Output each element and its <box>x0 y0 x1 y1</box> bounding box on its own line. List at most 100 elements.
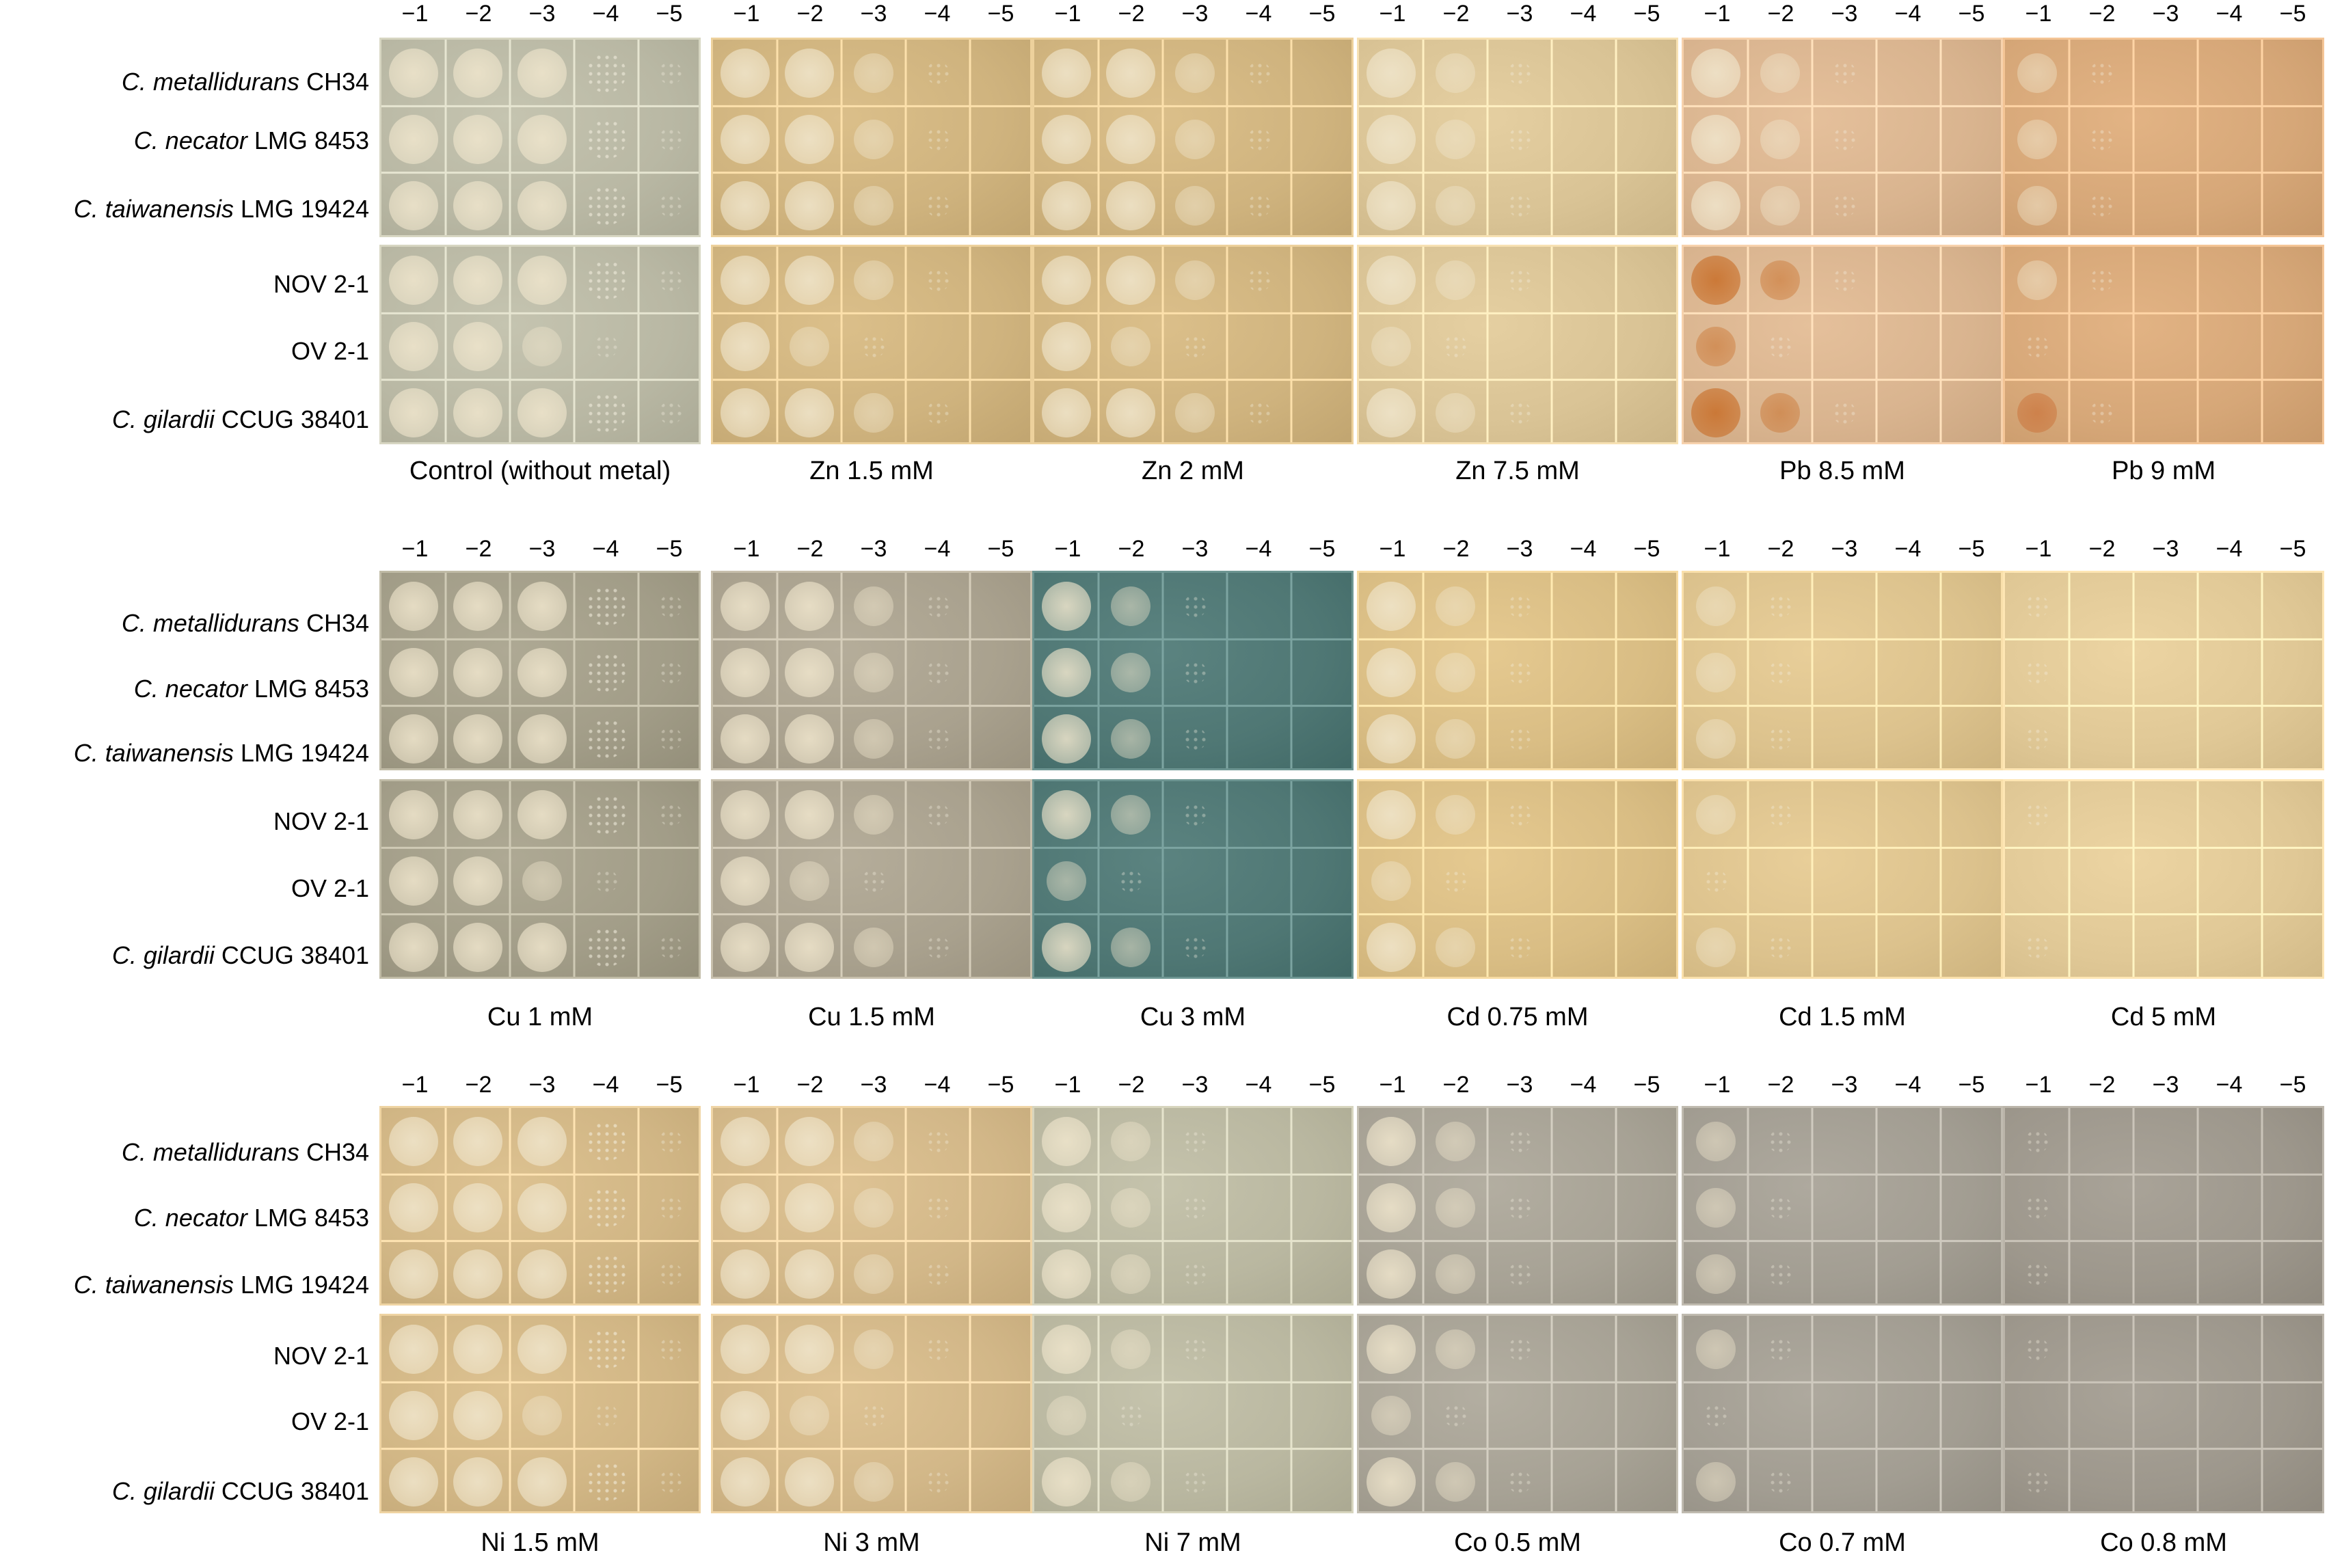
dilution-label: −1 <box>1704 536 1731 562</box>
plate-grid <box>713 1316 1030 1511</box>
agar-plate <box>1357 571 1678 770</box>
agar-plate <box>711 1106 1032 1306</box>
plate-grid <box>2005 1108 2322 1303</box>
bacterial-spot <box>1111 586 1150 626</box>
bacterial-spot <box>389 923 438 973</box>
bacterial-spot <box>453 714 502 764</box>
bacterial-spot <box>1833 61 1856 85</box>
bacterial-spot <box>1367 1324 1416 1374</box>
plate-grid <box>713 781 1030 977</box>
bacterial-spot <box>1508 128 1531 151</box>
bacterial-spot <box>1768 727 1792 751</box>
agar-plate <box>1032 1314 1354 1513</box>
bacterial-spot <box>453 1457 502 1507</box>
strain-label: C. metallidurans CH34 <box>121 68 369 96</box>
agar-plate <box>379 571 701 770</box>
bacterial-spot <box>1367 923 1416 973</box>
plate-grid <box>1684 1108 2001 1303</box>
strain-label: C. metallidurans CH34 <box>121 609 369 637</box>
bacterial-spot <box>1508 61 1531 85</box>
bacterial-spot <box>659 802 682 826</box>
bacterial-spot <box>785 581 834 631</box>
dilution-label: −1 <box>2025 536 2052 562</box>
bacterial-spot <box>389 1324 438 1374</box>
bacterial-spot <box>1371 1396 1411 1435</box>
bacterial-spot <box>1367 1116 1416 1166</box>
bacterial-spot <box>1691 48 1740 98</box>
bacterial-spot <box>517 1324 567 1374</box>
bacterial-spot <box>1696 327 1736 366</box>
bacterial-spot <box>1760 393 1800 433</box>
bacterial-spot <box>1111 1188 1150 1228</box>
bacterial-spot <box>1106 181 1155 231</box>
bacterial-spot <box>1696 794 1736 835</box>
bacterial-spot <box>721 322 770 371</box>
bacterial-spot <box>1367 388 1416 438</box>
dilution-label: −2 <box>1767 1 1794 27</box>
bacterial-spot <box>1367 1249 1416 1299</box>
bacterial-spot <box>453 181 502 231</box>
bacterial-spot <box>1508 1262 1531 1286</box>
strain-label: OV 2-1 <box>291 874 369 902</box>
bacterial-spot <box>587 719 626 759</box>
strain-label: C. gilardii CCUG 38401 <box>111 1477 369 1505</box>
agar-plate <box>711 779 1032 979</box>
plate-grid <box>2005 781 2322 977</box>
dilution-label: −1 <box>1704 1 1731 27</box>
bacterial-spot <box>854 1121 893 1161</box>
bacterial-spot <box>389 856 438 906</box>
bacterial-spot <box>1042 648 1091 697</box>
bacterial-spot <box>517 48 567 98</box>
bacterial-spot <box>2090 194 2113 218</box>
bacterial-spot <box>1436 653 1475 692</box>
dilution-label: −4 <box>924 536 951 562</box>
bacterial-spot <box>1768 936 1792 960</box>
plate-grid <box>381 247 699 442</box>
plate-grid <box>2005 40 2322 235</box>
bacterial-spot <box>721 255 770 305</box>
condition-label: Cd 1.5 mM <box>1779 1003 1906 1031</box>
bacterial-spot <box>926 61 950 85</box>
bacterial-spot <box>1119 869 1142 893</box>
strain-label: C. gilardii CCUG 38401 <box>111 941 369 969</box>
bacterial-spot <box>790 327 829 366</box>
bacterial-spot <box>1833 401 1856 425</box>
dilution-label: −3 <box>1181 536 1209 562</box>
dilution-label: −2 <box>1767 536 1794 562</box>
bacterial-spot <box>1833 268 1856 292</box>
bacterial-spot <box>1436 393 1475 433</box>
bacterial-spot <box>1367 714 1416 764</box>
bacterial-spot <box>1183 936 1207 960</box>
dilution-label: −3 <box>1506 1072 1533 1098</box>
bacterial-spot <box>389 1249 438 1299</box>
bacterial-spot <box>1696 1188 1736 1228</box>
dilution-label: −5 <box>1633 1 1660 27</box>
bacterial-spot <box>1436 1254 1475 1295</box>
plate-grid <box>1684 781 2001 977</box>
dilution-label: −3 <box>1506 536 1533 562</box>
bacterial-spot <box>721 115 770 164</box>
bacterial-spot <box>785 648 834 697</box>
bacterial-spot <box>659 194 682 218</box>
bacterial-spot <box>453 115 502 164</box>
bacterial-spot <box>2090 128 2113 151</box>
dilution-label: −1 <box>733 1 760 27</box>
bacterial-spot <box>1111 1254 1150 1295</box>
dilution-label: −2 <box>1442 536 1470 562</box>
bacterial-spot <box>854 186 893 226</box>
bacterial-spot <box>785 388 834 438</box>
bacterial-spot <box>1042 1249 1091 1299</box>
bacterial-spot <box>1111 1121 1150 1161</box>
bacterial-spot <box>1704 869 1727 893</box>
dilution-label: −3 <box>860 536 887 562</box>
dilution-label: −1 <box>1379 536 1406 562</box>
bacterial-spot <box>1760 186 1800 226</box>
dilution-label: −4 <box>1245 536 1272 562</box>
bacterial-spot <box>2017 393 2057 433</box>
bacterial-spot <box>1436 719 1475 759</box>
bacterial-spot <box>854 393 893 433</box>
bacterial-spot <box>2025 1196 2049 1219</box>
agar-plate <box>379 779 701 979</box>
dilution-label: −1 <box>401 1 429 27</box>
bacterial-spot <box>1436 120 1475 159</box>
